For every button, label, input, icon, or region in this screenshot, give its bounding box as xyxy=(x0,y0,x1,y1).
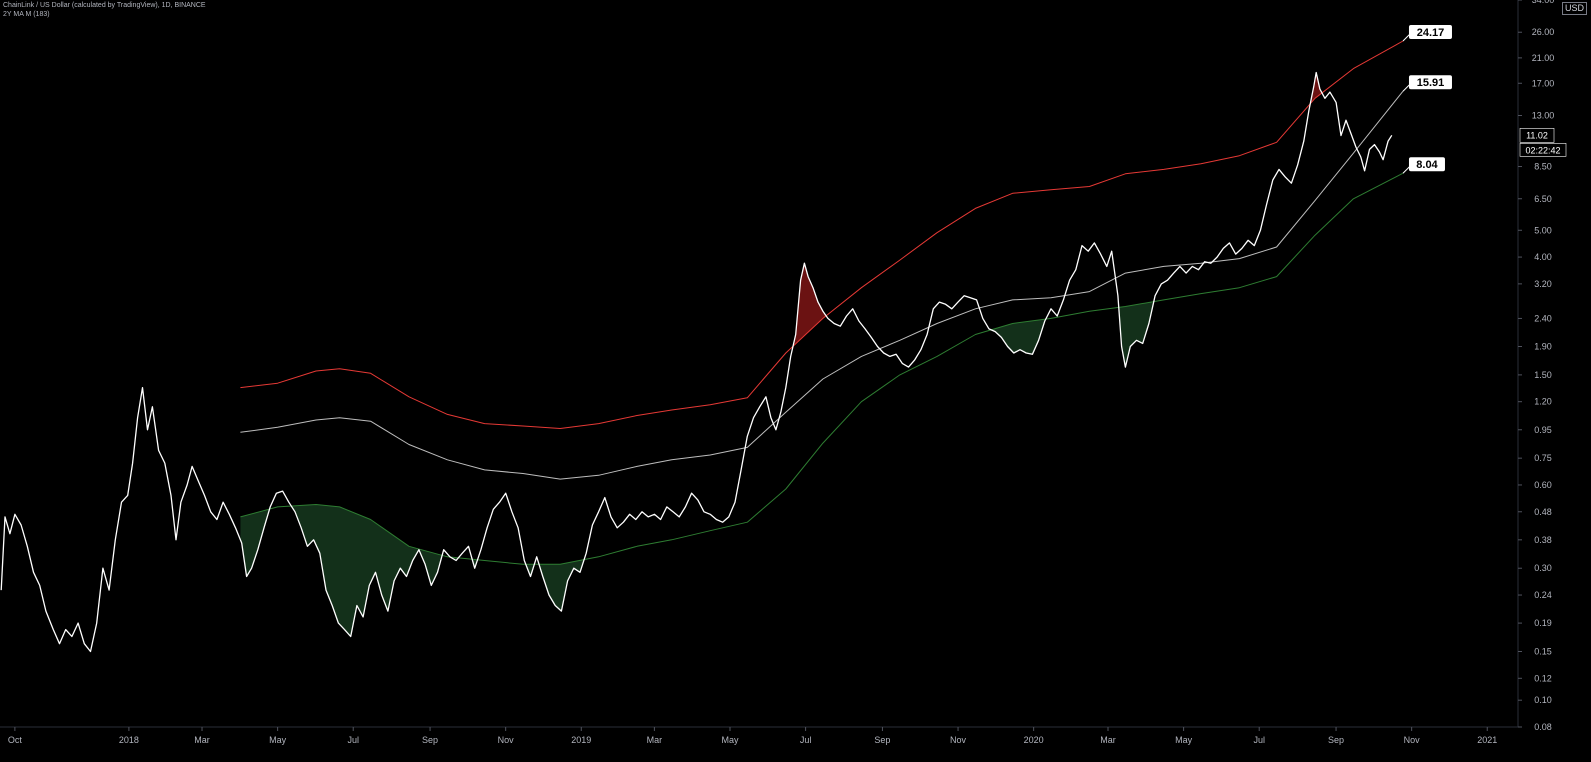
chart-legend: ChainLink / US Dollar (calculated by Tra… xyxy=(3,1,206,19)
time-axis-label: Sep xyxy=(874,735,890,745)
currency-unit-label[interactable]: USD xyxy=(1562,2,1588,15)
price-axis-label: 0.12 xyxy=(1534,673,1552,683)
price-axis-label: 0.08 xyxy=(1534,722,1552,732)
price-axis-label: 0.75 xyxy=(1534,453,1552,463)
price-axis-label: 1.50 xyxy=(1534,370,1552,380)
time-axis-label: Sep xyxy=(422,735,438,745)
lower-band-line xyxy=(240,172,1404,565)
time-axis-label: Mar xyxy=(1100,735,1116,745)
symbol-title: ChainLink / US Dollar (calculated by Tra… xyxy=(3,2,206,9)
moving-average-line xyxy=(240,90,1404,480)
time-axis-label: Mar xyxy=(647,735,663,745)
price-axis-label: 0.38 xyxy=(1534,535,1552,545)
time-axis-label: May xyxy=(1175,735,1193,745)
price-axis-label: 5.00 xyxy=(1534,225,1552,235)
below-lower-band-fill xyxy=(292,504,442,637)
price-axis-label: 1.90 xyxy=(1534,341,1552,351)
below-lower-band-fill xyxy=(991,319,1045,355)
time-axis-label: May xyxy=(721,735,739,745)
below-lower-band-fill xyxy=(539,559,584,612)
price-axis-label: 21.00 xyxy=(1532,53,1555,63)
price-axis-label: 34.00 xyxy=(1532,0,1555,5)
ma-value-label-box xyxy=(1408,75,1452,90)
ma-value-label: 15.91 xyxy=(1417,77,1445,89)
price-axis-label: 0.15 xyxy=(1534,646,1552,656)
price-axis-label: 4.00 xyxy=(1534,252,1552,262)
price-axis-label: 0.30 xyxy=(1534,563,1552,573)
price-axis-label: 17.00 xyxy=(1532,78,1555,88)
lower-band-value-label: 8.04 xyxy=(1416,159,1438,171)
price-axis-label: 0.60 xyxy=(1534,480,1552,490)
price-axis-label: 26.00 xyxy=(1532,27,1555,37)
below-lower-band-fill xyxy=(240,509,269,577)
price-axis-label: 0.95 xyxy=(1534,425,1552,435)
time-axis-label: Jul xyxy=(800,735,812,745)
time-axis-label: Oct xyxy=(8,735,23,745)
price-axis-label: 0.10 xyxy=(1534,695,1552,705)
band-fills xyxy=(240,72,1322,637)
indicator-title: 2Y MA M (183) xyxy=(3,11,50,18)
upper-band-value-label-box xyxy=(1408,24,1452,39)
price-axis-label: 3.20 xyxy=(1534,279,1552,289)
time-axis-label: Nov xyxy=(950,735,967,745)
time-axis-label: 2021 xyxy=(1477,735,1497,745)
price-axis-label: 2.40 xyxy=(1534,313,1552,323)
price-axis-label: 0.19 xyxy=(1534,618,1552,628)
time-axis-label: Jul xyxy=(347,735,359,745)
price-axis-label: 8.50 xyxy=(1534,162,1552,172)
price-axis-label: 0.24 xyxy=(1534,590,1552,600)
below-lower-band-fill xyxy=(526,564,535,577)
time-axis-label: Nov xyxy=(1404,735,1421,745)
price-line xyxy=(0,71,1393,653)
upper-band-value-label: 24.17 xyxy=(1417,27,1445,39)
time-axis-label: 2019 xyxy=(571,735,591,745)
time-axis-label: Jul xyxy=(1253,735,1265,745)
time-axis-label: Sep xyxy=(1328,735,1344,745)
price-axis-label: 6.50 xyxy=(1534,194,1552,204)
time-axis-label: 2020 xyxy=(1024,735,1044,745)
time-axis-label: Mar xyxy=(194,735,210,745)
last-price-box xyxy=(1519,128,1555,143)
countdown-box xyxy=(1519,143,1567,157)
time-axis-label: 2018 xyxy=(119,735,139,745)
bar-countdown-label: 02:22:42 xyxy=(1525,145,1560,155)
price-axis-label: 13.00 xyxy=(1532,110,1555,120)
time-axis-label: Nov xyxy=(498,735,515,745)
price-axis-label: 1.20 xyxy=(1534,397,1552,407)
below-lower-band-fill xyxy=(1119,301,1153,368)
lower-band-value-label-box xyxy=(1408,157,1445,172)
upper-band-line xyxy=(240,40,1404,429)
last-price-label: 11.02 xyxy=(1526,130,1548,140)
price-axis-label: 0.48 xyxy=(1534,507,1552,517)
above-upper-band-fill xyxy=(793,263,826,347)
time-axis-label: May xyxy=(269,735,287,745)
